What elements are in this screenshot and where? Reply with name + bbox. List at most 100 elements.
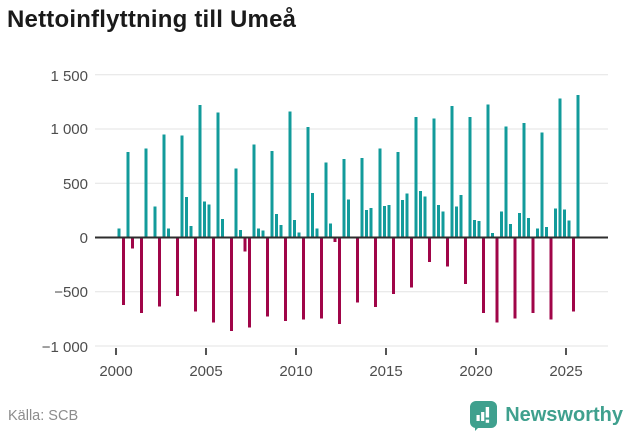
- bar-q56: [369, 208, 373, 238]
- bar-q102: [576, 94, 580, 238]
- x-tick-label: 2015: [369, 363, 402, 380]
- y-tick-label: 1 500: [50, 68, 88, 85]
- bar-q79: [473, 220, 476, 238]
- bar-q45: [320, 237, 323, 319]
- bar-q99: [563, 209, 566, 238]
- bar-q31: [257, 228, 260, 238]
- bar-q28: [243, 237, 247, 252]
- bar-q81: [482, 237, 485, 313]
- bar-q22: [216, 112, 220, 238]
- newsworthy-bubble-icon: [470, 401, 498, 431]
- bar-q11: [167, 228, 170, 238]
- bar-q58: [378, 148, 382, 238]
- bar-q9: [158, 237, 161, 307]
- bar-q49: [338, 237, 341, 324]
- bar-q88: [513, 237, 517, 319]
- x-tick-label: 2020: [459, 363, 492, 380]
- bar-q35: [275, 214, 278, 238]
- x-axis-labels: 2000 2005 2010 2015 2020 2025: [99, 363, 582, 380]
- bar-q39: [293, 220, 296, 238]
- bar-q67: [419, 190, 422, 238]
- bar-q74: [450, 106, 454, 238]
- bar-q29: [248, 237, 251, 328]
- bar-q97: [554, 208, 557, 238]
- bar-q40: [297, 232, 301, 238]
- bar-q48: [333, 237, 337, 242]
- x-tick-label: 2000: [99, 363, 132, 380]
- bar-q96: [549, 237, 553, 320]
- bar-q38: [288, 111, 292, 238]
- bar-q32: [261, 230, 265, 238]
- bar-q54: [360, 157, 364, 238]
- bar-q93: [536, 228, 539, 238]
- y-tick-label: 0: [80, 230, 88, 247]
- bar-q94: [540, 132, 544, 238]
- bar-q78: [468, 117, 472, 238]
- x-tick-label: 2005: [189, 363, 222, 380]
- x-tick-label: 2025: [549, 363, 582, 380]
- bar-q83: [491, 233, 494, 238]
- bar-q53: [356, 237, 359, 303]
- bar-q41: [302, 237, 305, 320]
- bar-q68: [423, 196, 427, 238]
- bar-q27: [239, 229, 242, 238]
- bar-q26: [234, 168, 238, 238]
- bar-q82: [486, 104, 490, 238]
- bar-series: [117, 94, 580, 331]
- bar-q60: [387, 204, 391, 238]
- bar-q34: [270, 151, 274, 238]
- bar-q18: [198, 105, 202, 238]
- bar-q86: [504, 126, 508, 238]
- bar-q98: [558, 98, 562, 238]
- bar-q3: [131, 237, 134, 249]
- bar-q47: [329, 223, 332, 238]
- bar-q10: [162, 134, 166, 238]
- bar-q100: [567, 220, 571, 238]
- gridlines: [95, 74, 608, 347]
- bar-q44: [315, 228, 319, 238]
- newsworthy-logo: Newsworthy: [469, 400, 623, 431]
- bar-q95: [545, 227, 548, 238]
- bar-q51: [347, 199, 350, 238]
- bar-q21: [212, 237, 215, 323]
- bar-q5: [140, 237, 143, 313]
- bar-q84: [495, 237, 499, 323]
- source-attribution: Källa: SCB: [8, 407, 79, 424]
- bar-q33: [266, 237, 269, 317]
- chart-footer: Källa: SCB Newsworthy: [0, 398, 631, 439]
- bar-q55: [365, 209, 368, 238]
- chart-title: Nettoinflyttning till Umeå: [7, 6, 297, 33]
- bar-q101: [572, 237, 575, 312]
- bar-q6: [144, 148, 148, 238]
- bar-q19: [203, 201, 206, 238]
- bar-q50: [342, 158, 346, 238]
- y-tick-label: 500: [63, 176, 88, 193]
- bar-q17: [194, 237, 197, 312]
- bar-q63: [401, 200, 404, 238]
- bar-q89: [518, 213, 521, 238]
- y-tick-label: −500: [54, 284, 88, 301]
- bar-q69: [428, 237, 431, 262]
- bar-q13: [176, 237, 179, 297]
- bar-q64: [405, 193, 409, 238]
- bar-q14: [180, 135, 184, 238]
- x-axis-ticks: [115, 348, 567, 355]
- bar-q2: [126, 151, 130, 238]
- bar-q71: [437, 204, 440, 238]
- bar-q70: [432, 118, 436, 238]
- bar-q62: [396, 151, 400, 238]
- bar-q0: [117, 228, 121, 238]
- bar-q46: [324, 162, 328, 238]
- bar-q85: [500, 211, 503, 238]
- x-tick-label: 2010: [279, 363, 312, 380]
- bar-q57: [374, 237, 377, 307]
- bar-q66: [414, 117, 418, 238]
- bar-q92: [531, 237, 535, 313]
- bar-q43: [311, 193, 314, 238]
- bar-q8: [153, 206, 157, 238]
- y-tick-label: −1 000: [42, 339, 88, 356]
- bar-q65: [410, 237, 413, 288]
- bar-q61: [392, 237, 395, 294]
- bar-q75: [455, 206, 458, 238]
- newsworthy-wordmark: Newsworthy: [505, 404, 623, 426]
